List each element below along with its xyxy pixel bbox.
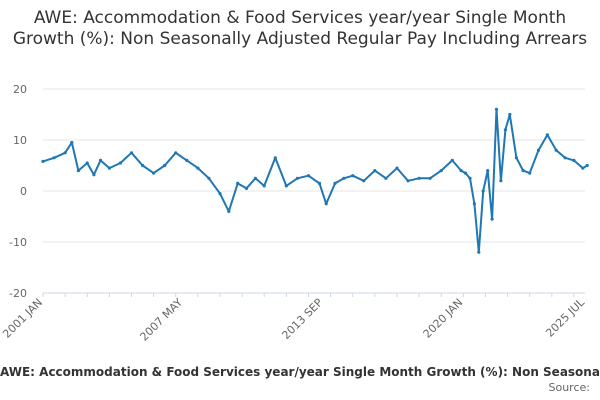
- data-point[interactable]: [585, 163, 589, 168]
- series-line[interactable]: [42, 108, 588, 254]
- data-point[interactable]: [306, 174, 311, 178]
- data-point[interactable]: [63, 151, 67, 155]
- data-point[interactable]: [324, 202, 328, 206]
- data-point[interactable]: [514, 156, 519, 160]
- data-point[interactable]: [373, 169, 377, 173]
- data-point[interactable]: [499, 179, 503, 183]
- data-point[interactable]: [333, 181, 337, 185]
- data-point[interactable]: [85, 161, 89, 165]
- data-point[interactable]: [174, 151, 178, 155]
- x-tick-label: 2007 MAY: [138, 296, 186, 344]
- data-point[interactable]: [459, 169, 463, 173]
- source-label: Source:: [548, 381, 591, 394]
- x-tick-label: 2025 JUL: [543, 295, 587, 339]
- x-tick-label: 2020 JAN: [421, 296, 466, 341]
- data-point[interactable]: [92, 173, 96, 177]
- data-point[interactable]: [262, 184, 266, 188]
- data-point[interactable]: [52, 156, 56, 160]
- data-point[interactable]: [536, 148, 541, 152]
- data-point[interactable]: [463, 171, 468, 175]
- data-point[interactable]: [129, 151, 134, 155]
- data-point[interactable]: [554, 148, 558, 152]
- data-point[interactable]: [503, 128, 507, 132]
- data-point[interactable]: [521, 169, 525, 173]
- data-point[interactable]: [141, 163, 145, 168]
- y-axis: 20 10 0 -10 -20: [9, 83, 27, 300]
- data-point[interactable]: [428, 176, 432, 180]
- data-point[interactable]: [384, 176, 388, 180]
- data-point[interactable]: [342, 176, 346, 180]
- data-point[interactable]: [107, 166, 111, 170]
- x-axis: 2001 JAN 2007 MAY 2013 SEP 2020 JAN 2025 JUL: [0, 292, 588, 344]
- data-point[interactable]: [76, 169, 80, 173]
- data-point[interactable]: [284, 184, 288, 188]
- data-point[interactable]: [351, 174, 355, 178]
- data-point[interactable]: [508, 112, 512, 117]
- data-point[interactable]: [253, 176, 257, 180]
- data-point[interactable]: [581, 166, 585, 170]
- chart-title: AWE: Accommodation & Food Services year/…: [12, 8, 588, 49]
- legend-series-label[interactable]: AWE: Accommodation & Food Services year/…: [0, 365, 600, 379]
- data-point[interactable]: [207, 176, 211, 180]
- x-tick-label: 2001 JAN: [0, 296, 45, 341]
- data-point[interactable]: [395, 166, 399, 170]
- data-point[interactable]: [450, 158, 454, 162]
- gridlines: [43, 88, 585, 294]
- data-point[interactable]: [273, 156, 277, 160]
- data-point[interactable]: [468, 176, 472, 180]
- data-point[interactable]: [236, 181, 240, 185]
- data-point[interactable]: [185, 158, 189, 162]
- data-point[interactable]: [481, 189, 485, 193]
- y-tick-label: -20: [9, 287, 27, 300]
- data-point[interactable]: [406, 179, 410, 183]
- data-point[interactable]: [227, 209, 231, 213]
- data-point[interactable]: [528, 171, 532, 175]
- y-tick-label: -10: [9, 236, 27, 249]
- data-point[interactable]: [196, 166, 200, 170]
- data-point[interactable]: [439, 169, 443, 173]
- data-point[interactable]: [218, 192, 222, 196]
- data-point[interactable]: [244, 186, 249, 190]
- data-point[interactable]: [152, 171, 156, 175]
- x-tick-label: 2013 SEP: [279, 296, 325, 342]
- y-tick-label: 0: [20, 185, 27, 198]
- data-point[interactable]: [41, 159, 45, 163]
- data-point[interactable]: [295, 176, 299, 180]
- data-point[interactable]: [70, 140, 74, 145]
- data-point[interactable]: [118, 161, 122, 165]
- series-group: [41, 107, 589, 254]
- data-point[interactable]: [417, 176, 421, 180]
- data-point[interactable]: [477, 250, 481, 254]
- data-point[interactable]: [545, 133, 550, 137]
- data-point[interactable]: [486, 169, 490, 173]
- data-point[interactable]: [362, 179, 366, 183]
- data-point[interactable]: [490, 217, 494, 221]
- data-point[interactable]: [163, 163, 167, 168]
- data-point[interactable]: [317, 181, 322, 185]
- data-point[interactable]: [563, 156, 567, 160]
- y-tick-label: 10: [13, 134, 27, 147]
- data-point[interactable]: [572, 158, 576, 162]
- data-point[interactable]: [472, 202, 476, 206]
- data-point[interactable]: [494, 107, 499, 111]
- y-tick-label: 20: [13, 83, 27, 96]
- data-point[interactable]: [98, 158, 103, 162]
